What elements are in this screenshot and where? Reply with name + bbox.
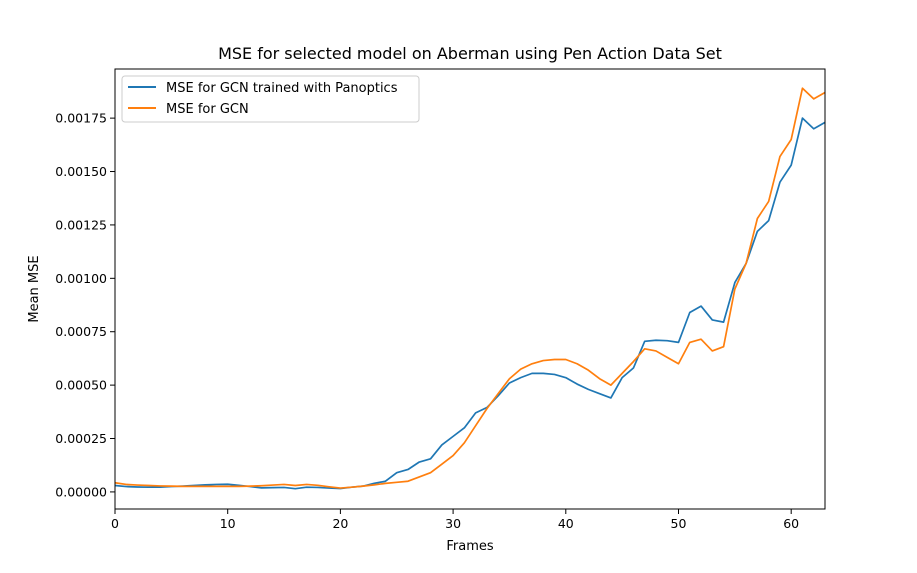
y-tick-label: 0.00050 [55,378,107,393]
x-tick-label: 60 [783,516,799,531]
legend-label-gcn: MSE for GCN [166,102,249,117]
y-tick-label: 0.00000 [55,484,107,499]
chart-title: MSE for selected model on Aberman using … [218,44,722,63]
x-axis: 0 10 20 30 40 50 60 [111,509,799,531]
x-tick-label: 20 [332,516,348,531]
x-tick-label: 40 [558,516,574,531]
y-tick-label: 0.00150 [55,164,107,179]
x-tick-label: 10 [220,516,236,531]
x-tick-label: 0 [111,516,119,531]
series-line-panoptics [114,117,826,490]
y-tick-label: 0.00025 [55,431,107,446]
y-tick-label: 0.00175 [55,111,107,126]
y-axis: 0.00000 0.00025 0.00050 0.00075 0.00100 0.001… [55,111,115,499]
series-lines [114,87,826,490]
legend-label-panoptics: MSE for GCN trained with Panoptics [166,81,398,96]
y-tick-label: 0.00125 [55,217,107,232]
y-axis-label: Mean MSE [27,255,42,322]
plot-frame [114,68,826,510]
x-tick-label: 30 [445,516,461,531]
y-tick-label: 0.00100 [55,271,107,286]
legend: MSE for GCN trained with Panoptics MSE f… [121,75,420,123]
x-tick-label: 50 [671,516,687,531]
legend-box [121,75,420,123]
y-tick-label: 0.00075 [55,324,107,339]
x-axis-label: Frames [446,539,494,554]
series-line-gcn [114,87,826,489]
